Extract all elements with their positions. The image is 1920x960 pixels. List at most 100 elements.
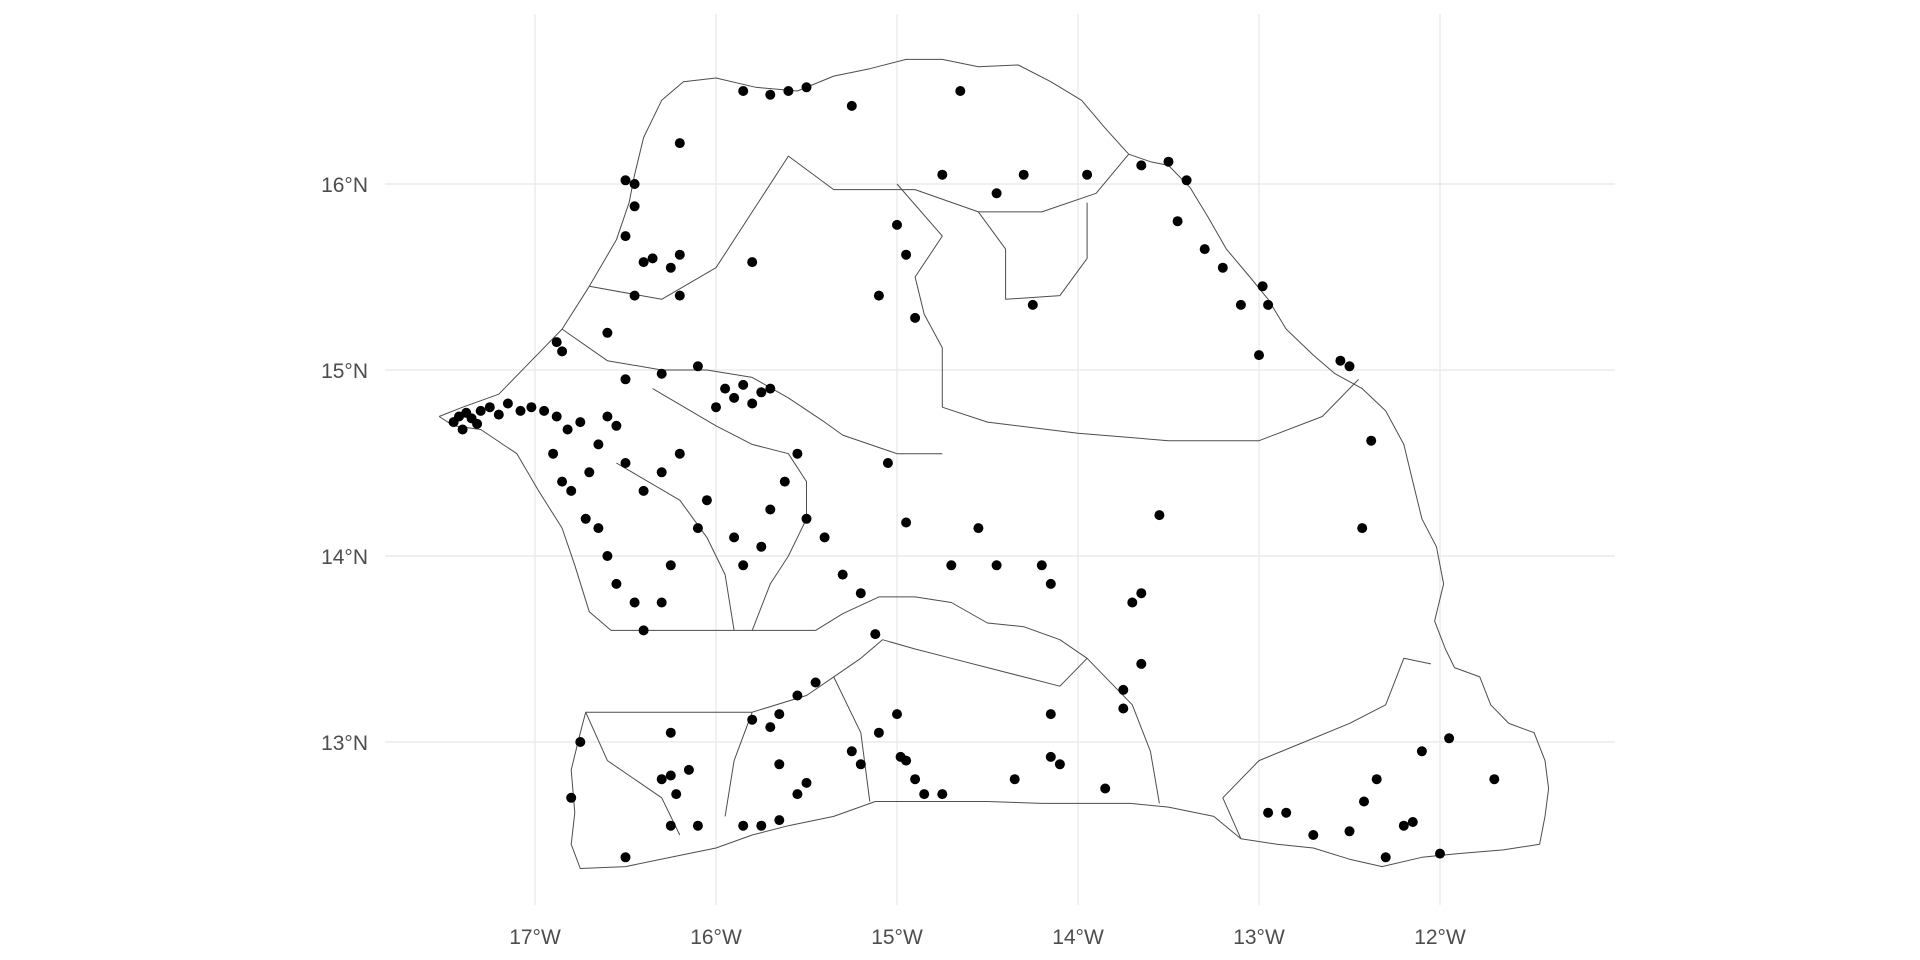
data-point (1118, 684, 1129, 695)
data-point (765, 89, 776, 100)
region-border (561, 328, 943, 455)
data-point (575, 417, 586, 428)
data-point (638, 625, 649, 636)
data-point (1136, 160, 1147, 171)
data-point (1100, 783, 1111, 794)
data-point (566, 792, 577, 803)
y-tick-label: 16°N (321, 174, 368, 197)
data-point (1199, 244, 1210, 255)
data-point (1082, 169, 1093, 180)
data-point (1181, 175, 1192, 186)
data-point (846, 746, 857, 757)
data-point (551, 411, 562, 422)
data-point (747, 714, 758, 725)
y-tick-label: 14°N (321, 546, 368, 569)
data-point (910, 774, 921, 785)
x-tick-label: 16°W (690, 926, 742, 949)
data-point (692, 523, 703, 534)
data-point (765, 383, 776, 394)
data-point (1366, 435, 1377, 446)
data-point (1257, 281, 1268, 292)
data-point (1359, 796, 1369, 807)
latitude-tick-labels: 16°N 15°N 14°N 13°N (321, 174, 368, 755)
data-point (1344, 826, 1355, 837)
data-point (593, 439, 604, 450)
country-outline (438, 58, 1550, 869)
data-point (837, 569, 848, 580)
data-point (846, 100, 857, 111)
y-tick-label: 13°N (321, 732, 368, 755)
x-tick-label: 12°W (1414, 926, 1466, 949)
data-point (738, 379, 749, 390)
data-point (792, 789, 803, 800)
data-point (1136, 658, 1147, 669)
data-point (810, 677, 821, 688)
data-point (801, 513, 812, 524)
data-point (1444, 733, 1455, 744)
data-point (548, 448, 559, 459)
data-point (620, 852, 631, 863)
data-point (1489, 774, 1500, 785)
data-point (792, 448, 803, 459)
data-point (729, 532, 740, 543)
region-border (1222, 657, 1432, 839)
data-point (665, 560, 676, 571)
data-point (729, 392, 740, 403)
data-point (801, 777, 812, 788)
data-point (674, 249, 685, 260)
data-point (593, 523, 604, 534)
data-point (1335, 355, 1346, 366)
data-point (873, 290, 884, 301)
data-point (855, 588, 866, 599)
data-point (647, 253, 658, 264)
region-border (1086, 657, 1160, 804)
data-point (801, 82, 812, 93)
data-point (629, 179, 640, 189)
data-point (620, 175, 631, 186)
x-tick-label: 17°W (509, 926, 561, 949)
data-point (602, 551, 613, 561)
x-tick-label: 13°W (1233, 926, 1285, 949)
data-point (747, 257, 758, 268)
data-point (475, 405, 486, 416)
data-point (611, 578, 622, 589)
region-border (896, 183, 1359, 442)
data-point (611, 420, 622, 431)
data-point (855, 759, 866, 770)
point-markers (448, 82, 1500, 863)
data-point (584, 467, 595, 478)
region-border (833, 676, 871, 802)
data-point (1371, 774, 1382, 785)
data-point (1407, 817, 1418, 827)
data-point (1380, 852, 1391, 863)
data-point (1235, 299, 1246, 310)
data-point (674, 138, 685, 149)
region-border (616, 462, 735, 631)
data-point (1357, 523, 1368, 534)
data-point (557, 346, 568, 357)
longitude-tick-labels: 17°W 16°W 15°W 14°W 13°W 12°W (509, 926, 1466, 949)
data-point (1045, 709, 1056, 720)
data-point (638, 485, 649, 496)
region-boundaries (438, 58, 1550, 869)
data-point (1027, 299, 1038, 310)
data-point (756, 541, 767, 552)
data-point (665, 727, 676, 738)
x-tick-label: 14°W (1052, 926, 1104, 949)
data-point (656, 467, 667, 478)
data-point (539, 405, 550, 416)
data-point (873, 727, 884, 738)
data-point (738, 86, 749, 96)
data-point (701, 495, 712, 506)
data-point (656, 368, 667, 379)
data-point (1054, 759, 1065, 770)
data-point (1036, 560, 1047, 571)
data-point (1398, 820, 1409, 831)
data-point (580, 513, 591, 524)
data-point (1263, 807, 1274, 818)
data-point (738, 560, 749, 571)
data-point (892, 709, 902, 720)
region-border (589, 153, 1130, 300)
data-point (638, 257, 649, 268)
